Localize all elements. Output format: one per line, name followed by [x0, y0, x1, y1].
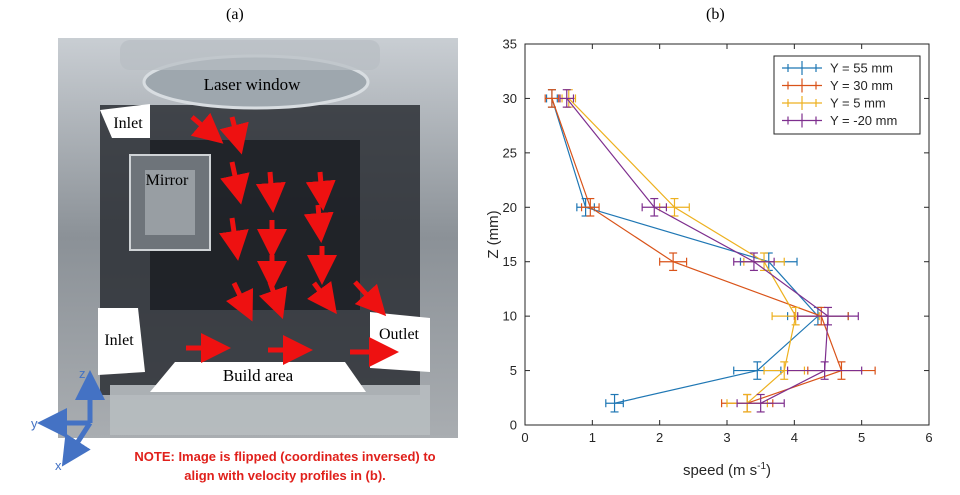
y-tick-label: 25: [503, 145, 517, 160]
y-axis-label: y: [31, 416, 38, 431]
mirror-label: Mirror: [146, 172, 189, 189]
inlet-top-shape: [100, 104, 150, 138]
panel-a-label: (a): [226, 6, 244, 23]
y-tick-label: 35: [503, 37, 517, 52]
x-axis-label: x: [55, 458, 62, 473]
build-area-shape: [150, 362, 366, 392]
flow-arrow: [303, 204, 334, 243]
inlet-bottom-label: Inlet: [104, 332, 134, 349]
flow-arrow: [220, 161, 250, 205]
x-tick-label: 3: [723, 430, 730, 445]
series-line: [551, 98, 843, 404]
series-line: [568, 98, 797, 404]
inlet-bottom-shape: [98, 308, 145, 375]
x-axis-title: speed (m s-1): [683, 461, 771, 479]
flow-arrow: [219, 217, 249, 261]
z-axis-label: z: [79, 366, 86, 381]
flow-arrow: [225, 281, 254, 322]
flow-arrow: [307, 281, 337, 315]
laser-window-label: Laser window: [204, 75, 302, 94]
panel-b-label: (b): [706, 6, 725, 23]
flow-arrow: [255, 171, 286, 213]
legend-label: Y = 5 mm: [830, 96, 886, 111]
x-tick-label: 4: [791, 430, 798, 445]
outlet-label: Outlet: [379, 326, 420, 343]
legend-label: Y = 55 mm: [830, 61, 893, 76]
x-tick-label: 5: [858, 430, 865, 445]
y-tick-label: 15: [503, 254, 517, 269]
series-line: [566, 98, 829, 404]
x-tick-label: 1: [589, 430, 596, 445]
velocity-profile-chart: 0 1 2 3 4 5 6 0 5 10 15 20 25 30 35 speed (m s-1) Z (mm)…: [485, 37, 933, 480]
x-axis-arrow: [61, 421, 93, 467]
legend-label: Y = 30 mm: [830, 78, 893, 93]
inlet-top-label: Inlet: [113, 115, 143, 132]
x-tick-label: 0: [521, 430, 528, 445]
chamber-photo: Laser window Inlet Mirror Inlet Outlet B…: [31, 38, 458, 473]
y-axis-title: Z (mm): [485, 210, 502, 258]
note-line-1: NOTE: Image is flipped (coordinates inve…: [134, 449, 436, 464]
y-tick-label: 20: [503, 200, 517, 215]
legend-label: Y = -20 mm: [830, 113, 897, 128]
note-line-2: align with velocity profiles in (b).: [184, 468, 386, 483]
y-tick-label: 10: [503, 309, 517, 324]
flow-arrow: [353, 280, 387, 317]
flow-arrow: [219, 116, 249, 155]
flow-arrow: [190, 112, 224, 144]
flow-arrows: [186, 112, 399, 367]
y-tick-label: 30: [503, 91, 517, 106]
series-line: [551, 98, 819, 404]
coordinate-axes: [37, 370, 105, 467]
flow-arrow: [305, 171, 336, 211]
flow-arrow: [258, 281, 288, 320]
x-tick-label: 6: [925, 430, 932, 445]
build-area-label: Build area: [223, 366, 294, 385]
x-tick-label: 2: [656, 430, 663, 445]
y-tick-label: 0: [510, 418, 517, 433]
y-tick-label: 5: [510, 363, 517, 378]
